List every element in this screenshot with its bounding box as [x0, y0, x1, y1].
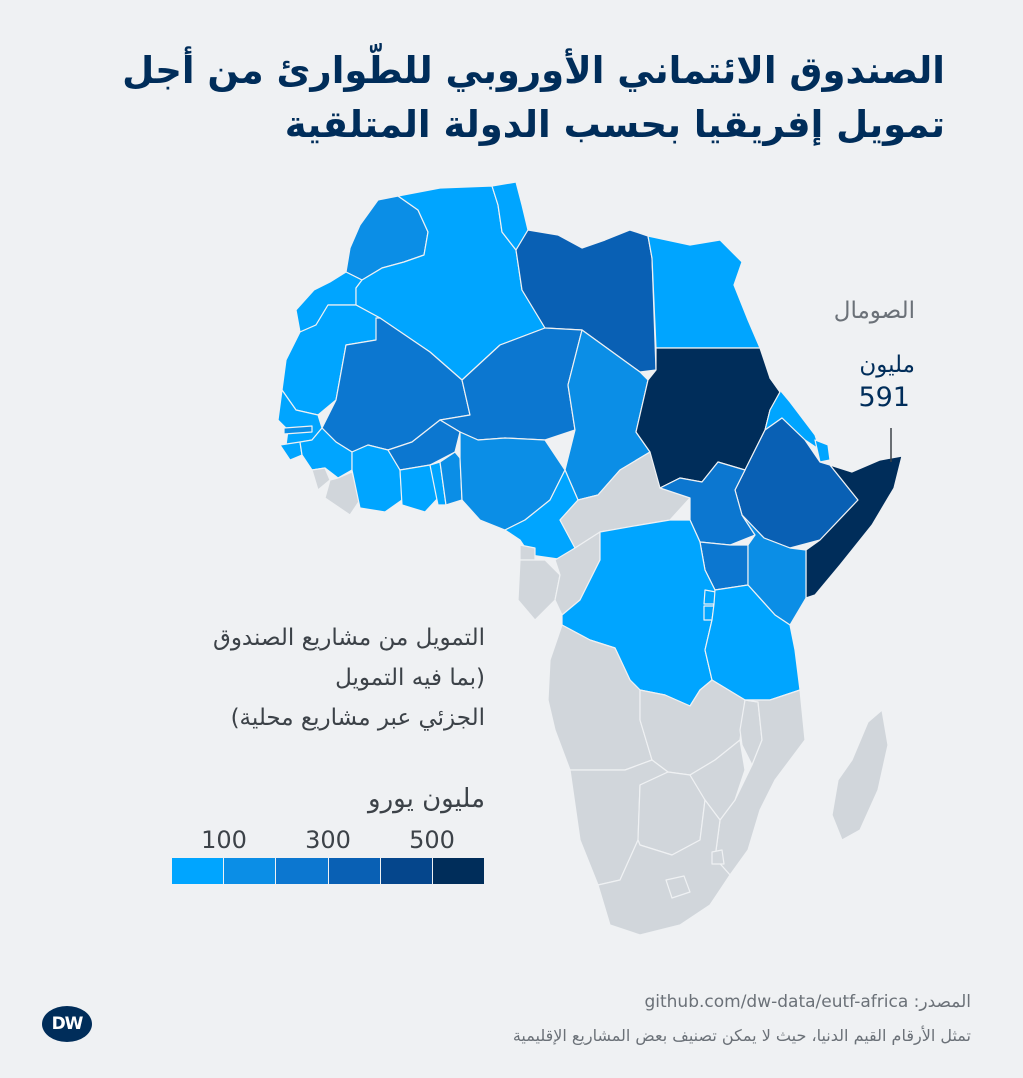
legend-tick-label: 500 — [409, 826, 455, 854]
country-regions — [277, 181, 903, 936]
country-somalia — [805, 455, 903, 599]
source-label: المصدر: — [913, 992, 971, 1012]
country-djibouti — [814, 439, 831, 463]
country-madagascar — [831, 709, 889, 841]
callout-value: 591 — [858, 382, 910, 413]
country-guinea-bissau — [279, 441, 303, 461]
legend-unit: مليون يورو — [368, 784, 485, 814]
legend-description-line: الجزئي عبر مشاريع محلية) — [230, 705, 485, 731]
country-ghana — [399, 464, 439, 513]
callout-country-name: الصومال — [833, 298, 915, 324]
legend-description-line: التمويل من مشاريع الصندوق — [212, 625, 485, 651]
title-line-2: تمويل إفريقيا بحسب الدولة المتلقية — [284, 103, 945, 146]
legend-swatch — [432, 858, 485, 884]
legend-color-scale — [172, 858, 485, 884]
legend-swatch — [276, 858, 328, 884]
legend-swatch — [328, 858, 380, 884]
chart-title: الصندوق الائتماني الأوروبي للطّوارئ من أ… — [45, 44, 945, 152]
legend-swatch — [172, 858, 224, 884]
callout-unit: مليون — [859, 352, 915, 378]
country-gabon — [517, 559, 561, 621]
country-egypt — [647, 235, 761, 349]
footnote: تمثل الأرقام القيم الدنيا، حيث لا يمكن ت… — [512, 1026, 971, 1045]
dw-logo: DW — [42, 1006, 92, 1042]
legend-swatch — [380, 858, 432, 884]
legend-ticks: 100 300 500 — [172, 826, 484, 856]
legend-tick-label: 300 — [305, 826, 351, 854]
legend-description-line: (بما فيه التمويل — [335, 665, 485, 691]
country-equatorial-guinea — [519, 544, 536, 561]
legend-swatch — [224, 858, 276, 884]
country-gambia — [283, 425, 313, 435]
source-line: المصدر: github.com/dw-data/eutf-africa — [171, 992, 971, 1012]
title-line-1: الصندوق الائتماني الأوروبي للطّوارئ من أ… — [122, 49, 945, 92]
legend-description: التمويل من مشاريع الصندوق (بما فيه التمو… — [150, 618, 485, 738]
country-sierra-leone — [311, 467, 331, 491]
source-link[interactable]: github.com/dw-data/eutf-africa — [644, 992, 909, 1012]
country-eswatini — [711, 849, 725, 865]
legend-tick-label: 100 — [201, 826, 247, 854]
country-lesotho — [665, 875, 691, 899]
country-south-africa — [597, 799, 731, 936]
